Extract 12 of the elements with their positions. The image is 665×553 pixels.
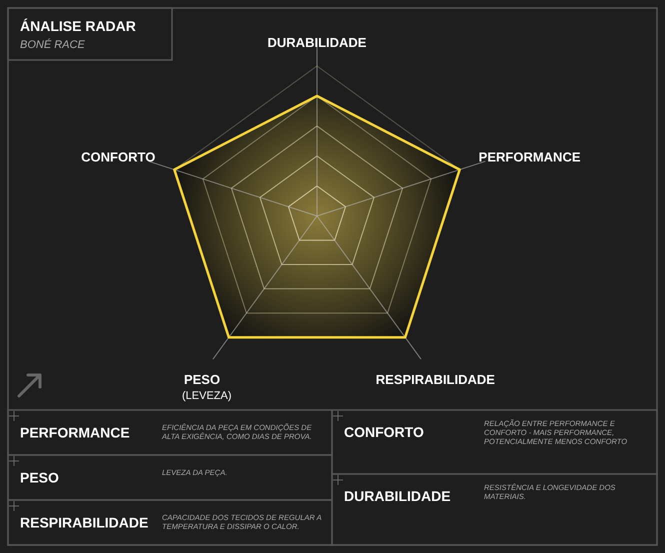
text: CONFORTO (344, 424, 424, 440)
text: PESO (20, 470, 60, 486)
text: RESPIRABILIDADE (20, 514, 148, 530)
spoke-label: RESPIRABILIDADE (376, 372, 496, 387)
spoke-label: PERFORMANCE (478, 149, 581, 164)
text: DURABILIDADE (344, 488, 451, 504)
text: PERFORMANCE (20, 424, 130, 440)
spoke-label: CONFORTO (81, 149, 156, 164)
spoke-label: DURABILIDADE (268, 35, 367, 50)
spoke-label: PESO (LEVEZA) (182, 372, 232, 402)
chart-title: ÁNALISE RADAR (20, 18, 136, 34)
chart-subtitle: BONÉ RACE (20, 38, 86, 51)
